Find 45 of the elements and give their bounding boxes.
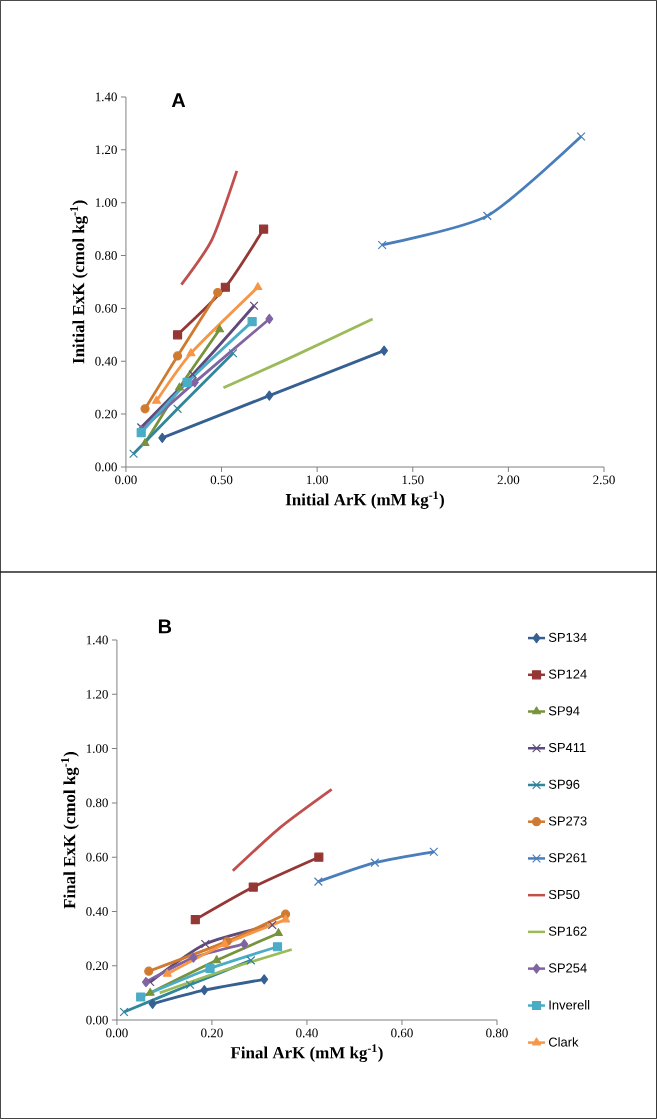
y-tick-label: 1.20 xyxy=(95,145,117,155)
y-axis-title: Final ExK (cmol kg$^{-1}$) xyxy=(61,751,79,909)
chart-title: B xyxy=(158,619,172,634)
y-tick-label: 0.60 xyxy=(95,303,117,313)
y-tick-label: 0.80 xyxy=(95,251,117,260)
x-tick-label: 0.20 xyxy=(201,1028,223,1038)
legend-label: SP411 xyxy=(548,742,586,753)
y-tick-label: 1.00 xyxy=(86,744,108,753)
x-tick-label: 0.00 xyxy=(106,1028,128,1038)
x-tick-label: 0.40 xyxy=(296,1028,318,1038)
y-tick-label: 0.20 xyxy=(95,409,117,419)
chart-title: A xyxy=(171,93,186,108)
legend-label: SP96 xyxy=(548,779,580,789)
legend-label: SP261 xyxy=(548,853,587,863)
legend-label: SP273 xyxy=(548,816,587,826)
y-tick-label: 0.00 xyxy=(86,1015,108,1025)
y-tick-label: 0.20 xyxy=(86,961,108,971)
y-tick-label: 0.40 xyxy=(86,907,108,916)
x-tick-label: 2.00 xyxy=(497,475,520,485)
x-tick-label: 0.00 xyxy=(115,475,137,485)
y-tick-label: 0.00 xyxy=(95,462,117,472)
legend-label: SP254 xyxy=(548,963,587,973)
legend-label: Clark xyxy=(548,1037,579,1047)
legend-label: Inverell xyxy=(549,1000,590,1010)
x-axis-title: Final ArK (mM kg$^{-1}$) xyxy=(230,1044,383,1063)
x-tick-label: 0.80 xyxy=(486,1028,508,1038)
y-tick-label: 1.40 xyxy=(95,92,117,102)
y-tick-label: 0.60 xyxy=(86,852,108,862)
x-tick-label: 1.00 xyxy=(307,475,329,485)
legend-label: SP162 xyxy=(548,926,587,936)
y-tick-label: 1.20 xyxy=(86,689,108,699)
x-tick-label: 0.60 xyxy=(391,1028,413,1038)
x-tick-label: 1.50 xyxy=(402,475,424,485)
y-tick-label: 0.40 xyxy=(95,356,117,366)
y-tick-label: 1.00 xyxy=(95,198,117,208)
legend-label: SP94 xyxy=(548,706,580,716)
y-axis-title: Initial ExK (cmol kg$^{-1}$) xyxy=(70,200,88,364)
legend-label: SP124 xyxy=(548,669,587,679)
legend-label: SP134 xyxy=(548,632,587,642)
y-tick-label: 1.40 xyxy=(86,635,108,645)
x-axis-title: Initial ArK (mM kg$^{-1}$) xyxy=(285,491,445,509)
x-tick-label: 0.50 xyxy=(210,475,233,485)
x-tick-label: 2.50 xyxy=(593,475,615,485)
legend-label: SP50 xyxy=(548,889,580,900)
y-tick-label: 0.80 xyxy=(86,798,108,808)
